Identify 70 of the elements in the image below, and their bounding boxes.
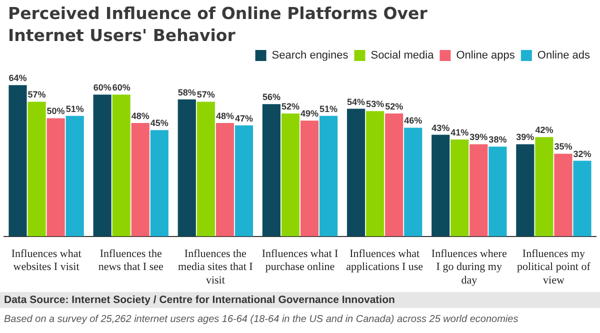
bar	[470, 144, 488, 236]
data-label: 46%	[404, 116, 422, 126]
bar	[93, 94, 112, 236]
x-tick-label: Influences the media sites that I visit	[178, 248, 254, 286]
text: Based on a survey of 25,262 internet users ages 16-64 (18-64 in the US and in Canada) across 25 world economies	[4, 314, 518, 325]
data-label: 47%	[234, 113, 253, 124]
x-tick-label: Influences what I purchase online	[262, 248, 339, 274]
data-label: 57%	[196, 90, 215, 100]
bar	[196, 102, 215, 236]
data-label: 43%	[432, 122, 450, 133]
bar	[516, 144, 534, 236]
data-label: 42%	[535, 125, 554, 136]
bar	[178, 99, 196, 236]
bar	[234, 125, 254, 236]
bar	[300, 120, 319, 236]
data-label: 48%	[131, 110, 150, 121]
data-label: 54%	[347, 96, 366, 107]
source-note: Data Source: Internet Society / Centre for International Governance Innovation	[0, 292, 600, 308]
data-label: 52%	[385, 102, 404, 112]
data-label: 35%	[554, 142, 572, 152]
data-label: 32%	[573, 148, 592, 159]
bar	[46, 118, 65, 236]
data-label: 39%	[516, 132, 534, 142]
x-tick-label: Influences my political point of view	[517, 248, 591, 286]
data-label: 51%	[66, 104, 84, 114]
data-label: 51%	[320, 104, 338, 114]
bar	[432, 134, 450, 236]
bar	[535, 137, 554, 236]
data-label: 52%	[281, 102, 300, 112]
data-label: 60%	[93, 82, 112, 93]
bar	[150, 130, 168, 236]
bar	[450, 140, 469, 236]
legend-label: Social media	[370, 50, 435, 62]
x-tick-label: Influences what applications I use	[346, 248, 424, 274]
x-tick-label: Influences the news that I see	[98, 248, 164, 274]
data-label: 39%	[470, 132, 488, 142]
bar	[8, 85, 27, 236]
bar	[346, 108, 366, 236]
data-label: 48%	[216, 110, 234, 121]
data-label: 56%	[262, 92, 280, 102]
bar	[554, 154, 572, 236]
data-label: 38%	[488, 134, 507, 145]
legend-label: Online ads	[537, 50, 590, 62]
bar	[404, 128, 422, 236]
data-label: 41%	[450, 128, 469, 138]
bar	[385, 114, 404, 236]
bar	[216, 122, 234, 236]
data-label: 53%	[366, 99, 384, 110]
legend-label: Search engines	[272, 50, 349, 62]
x-tick-label: Influences where I go during my day	[431, 248, 507, 286]
bar	[28, 102, 46, 236]
bar	[488, 146, 507, 236]
bar	[66, 116, 84, 236]
bar	[112, 94, 130, 236]
data-label: 58%	[178, 87, 196, 98]
data-label: 50%	[46, 106, 65, 116]
bar	[262, 104, 280, 236]
data-label: 49%	[300, 108, 319, 119]
data-label: 45%	[150, 118, 168, 128]
data-label: 57%	[28, 90, 46, 100]
data-label: 60%	[112, 82, 130, 93]
x-tick-label: Influences what websites I visit	[11, 248, 82, 274]
chart-title: Perceived Influence of Online Platforms Over Internet Users' Behavior	[8, 3, 428, 47]
legend-label: Online apps	[456, 50, 516, 62]
data-label: 64%	[8, 73, 27, 84]
bar	[281, 114, 300, 236]
bar	[573, 160, 592, 236]
bar	[366, 111, 384, 236]
bar	[320, 116, 338, 236]
bar	[131, 122, 150, 236]
